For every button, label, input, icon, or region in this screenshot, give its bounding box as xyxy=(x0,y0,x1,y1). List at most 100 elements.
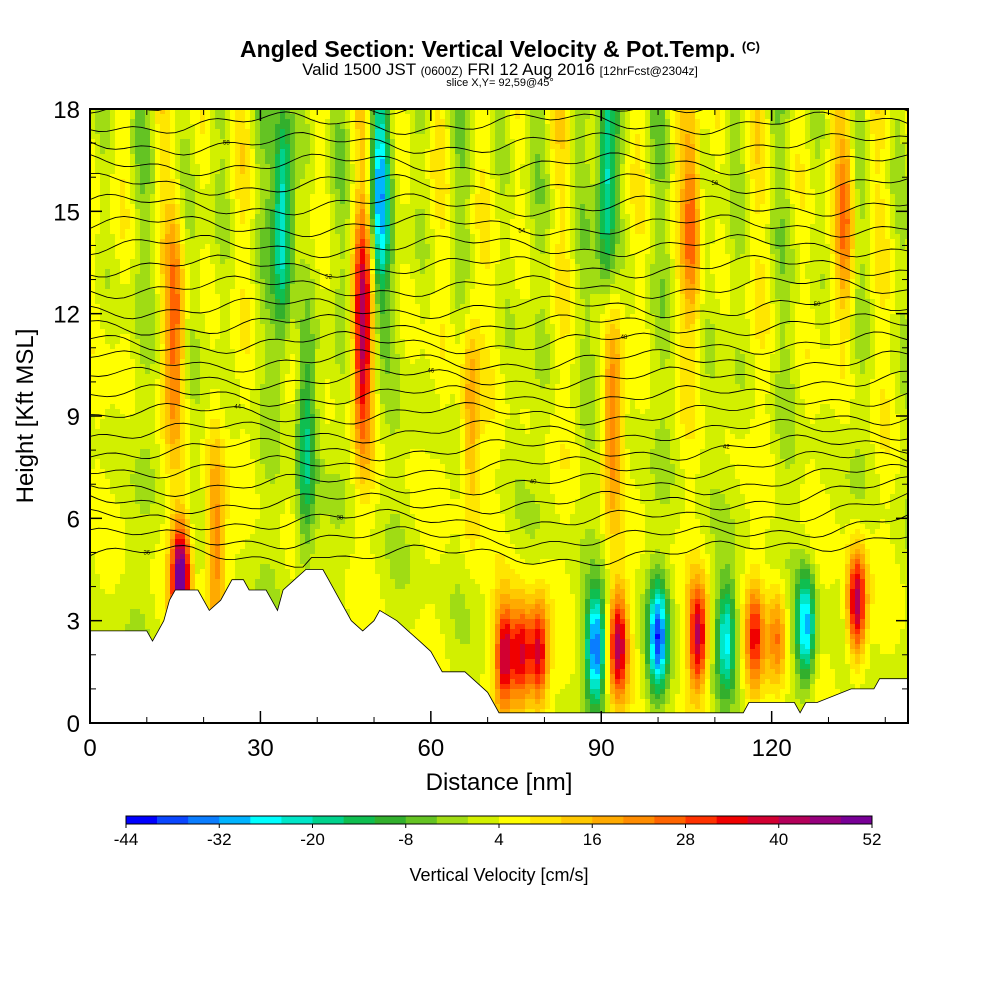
terrain-mask xyxy=(89,569,909,724)
isentrope-line xyxy=(90,132,908,156)
colorbar-swatch xyxy=(405,816,438,824)
colorbar-swatch xyxy=(312,816,344,824)
colorbar-swatch xyxy=(467,816,500,824)
isentrope-line xyxy=(90,476,908,515)
isentrope-line xyxy=(90,536,908,568)
x-axis-title: Distance [nm] xyxy=(426,769,573,796)
colorbar-swatch xyxy=(654,816,686,824)
x-tick-label: 60 xyxy=(417,735,444,762)
x-tick-label: 0 xyxy=(83,735,96,762)
isentrope-line xyxy=(90,152,908,177)
colorbar-swatch xyxy=(157,816,189,824)
colorbar-swatch xyxy=(623,816,655,824)
valid-prefix: Valid 1500 JST xyxy=(302,60,416,79)
isentrope-label: 60 xyxy=(416,103,423,109)
colorbar-swatch xyxy=(250,816,282,824)
isentrope-label: 56 xyxy=(712,181,719,187)
colorbar-swatch xyxy=(778,816,811,824)
y-tick-label: 9 xyxy=(67,404,80,431)
x-tick-label: 90 xyxy=(588,735,615,762)
colorbar-swatch xyxy=(809,816,842,824)
isentrope-label: 48 xyxy=(621,335,628,341)
colorbar-swatch xyxy=(561,816,593,824)
chart-title: Angled Section: Vertical Velocity & Pot.… xyxy=(0,36,1000,63)
title-unit: (C) xyxy=(742,39,760,54)
isentrope-contours: 36 38 40 42 44 46 48 50 52 54 56 58 60 xyxy=(90,71,908,568)
isentrope-line xyxy=(90,492,908,533)
isentrope-line xyxy=(90,295,908,320)
colorbar-swatch xyxy=(436,816,469,824)
colorbar-swatch xyxy=(530,816,562,824)
y-tick-label: 15 xyxy=(53,199,80,226)
colorbar-label: 40 xyxy=(769,830,788,849)
isentrope-line xyxy=(90,313,908,338)
colorbar-label: 28 xyxy=(676,830,695,849)
isentrope-line xyxy=(90,111,908,136)
isentrope-line xyxy=(90,234,908,259)
isentrope-line xyxy=(90,254,908,279)
colorbar-swatch xyxy=(685,816,717,824)
forecast-info: [12hrFcst@2304z] xyxy=(600,64,698,78)
isentrope-line xyxy=(90,172,908,197)
y-tick-label: 18 xyxy=(53,97,80,124)
title-text: Angled Section: Vertical Velocity & Pot.… xyxy=(240,36,735,62)
valid-date: FRI 12 Aug 2016 xyxy=(467,60,595,79)
valid-utc: (0600Z) xyxy=(421,64,463,78)
colorbar-swatch xyxy=(343,816,375,824)
isentrope-line xyxy=(90,402,908,426)
valid-time: Valid 1500 JST (0600Z) FRI 12 Aug 2016 [… xyxy=(0,60,1000,80)
isentrope-label: 40 xyxy=(530,479,537,485)
isentrope-line xyxy=(90,463,908,497)
isentrope-label: 50 xyxy=(814,302,821,308)
isentrope-line xyxy=(90,434,908,462)
colorbar: -44 -32 -20 -8 4 16 28 40 52 xyxy=(114,815,882,849)
colorbar-label: 16 xyxy=(583,830,602,849)
colorbar-swatch xyxy=(374,816,407,824)
slice-info: slice X,Y= 92,59@45° xyxy=(0,77,1000,89)
velocity-heatmap xyxy=(90,109,908,723)
isentrope-label: 58 xyxy=(223,140,230,146)
colorbar-swatch xyxy=(281,816,313,824)
colorbar-label: 52 xyxy=(863,830,882,849)
isentrope-label: 52 xyxy=(325,274,332,280)
x-tick-label: 30 xyxy=(247,735,274,762)
colorbar-swatch xyxy=(188,816,220,824)
colorbar-label: -8 xyxy=(398,830,413,849)
colorbar-label: 4 xyxy=(494,830,503,849)
isentrope-label: 42 xyxy=(723,445,730,451)
y-tick-label: 3 xyxy=(67,609,80,636)
isentrope-line xyxy=(90,193,908,217)
isentrope-line xyxy=(90,213,908,238)
colorbar-swatch xyxy=(592,816,624,824)
isentrope-label: 46 xyxy=(427,369,434,375)
colorbar-label: -32 xyxy=(207,830,232,849)
colorbar-swatch xyxy=(499,816,531,824)
isentrope-label: 38 xyxy=(337,515,344,521)
isentrope-line xyxy=(90,384,908,409)
isentrope-line xyxy=(90,514,908,550)
colorbar-title: Vertical Velocity [cm/s] xyxy=(409,865,588,885)
colorbar-label: -20 xyxy=(300,830,325,849)
colorbar-swatch xyxy=(747,816,780,824)
isentrope-line xyxy=(90,275,908,300)
y-tick-label: 6 xyxy=(67,506,80,533)
colorbar-swatch xyxy=(219,816,251,824)
isentrope-line xyxy=(90,418,908,444)
y-tick-label: 12 xyxy=(53,302,80,329)
y-tick-label: 0 xyxy=(67,711,80,738)
colorbar-swatch xyxy=(716,816,748,824)
isentrope-line xyxy=(90,71,908,94)
isentrope-label: 54 xyxy=(518,228,525,234)
isentrope-line xyxy=(90,349,908,373)
y-axis-title: Height [Kft MSL] xyxy=(12,329,39,504)
isentrope-label: 44 xyxy=(234,405,241,411)
isentrope-label: 36 xyxy=(143,551,150,557)
terrain-shape xyxy=(89,569,909,724)
colorbar-label: -44 xyxy=(114,830,139,849)
isentrope-line xyxy=(90,450,908,479)
colorbar-swatch xyxy=(126,816,158,824)
isentrope-line xyxy=(90,331,908,355)
colorbar-swatch xyxy=(840,816,873,824)
